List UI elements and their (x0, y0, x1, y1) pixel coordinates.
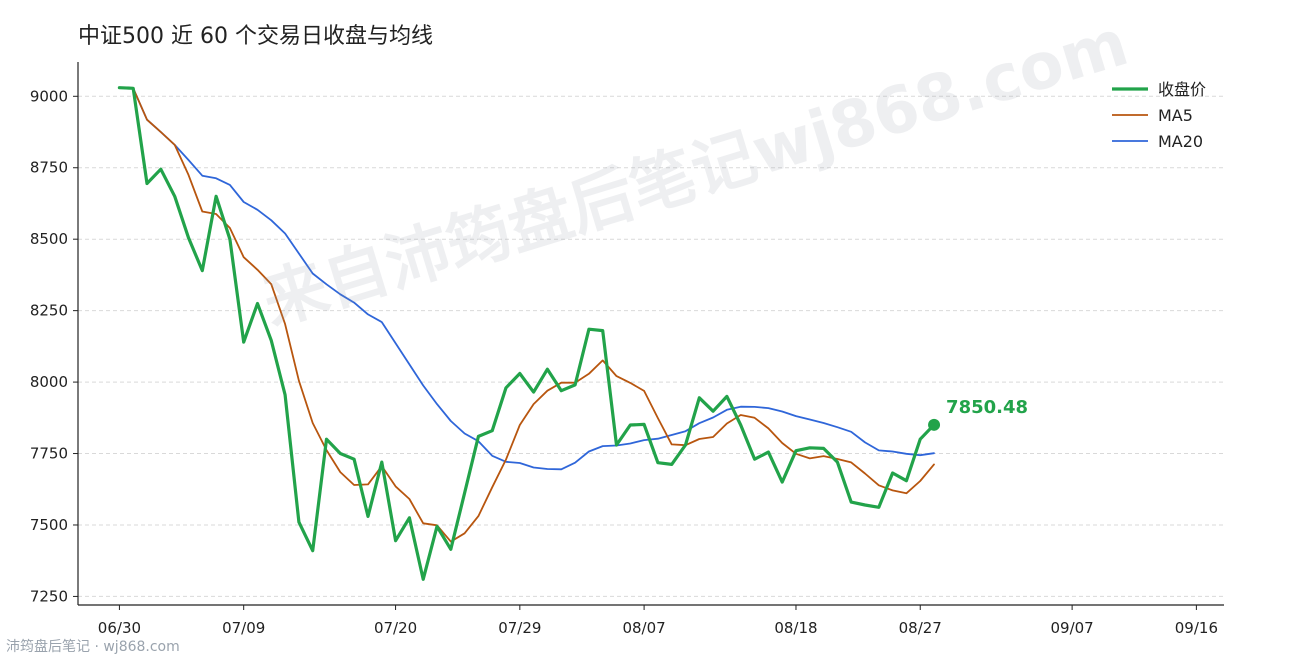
x-tick-label: 07/09 (222, 619, 265, 637)
y-ticks: 7250 7500 7750 8000 8250 8500 8750 9000 (30, 87, 78, 605)
y-tick-label: 8250 (30, 302, 68, 320)
axes (77, 62, 1224, 606)
series-line-ma5 (118, 86, 935, 543)
chart-title: 中证500 近 60 个交易日收盘与均线 (78, 24, 433, 49)
series-lines (117, 86, 936, 581)
x-ticks: 06/30 07/09 07/20 07/29 08/07 08/18 08/27 09/07… (98, 605, 1218, 637)
grid-lines (78, 95, 1224, 597)
legend-label: 收盘价 (1158, 80, 1206, 99)
legend-label: MA20 (1158, 132, 1203, 151)
y-tick-label: 8750 (30, 159, 68, 177)
x-tick-label: 09/16 (1175, 619, 1218, 637)
end-marker: 7850.48 (928, 397, 1028, 431)
x-tick-label: 07/29 (498, 619, 541, 637)
y-tick-label: 8000 (30, 373, 68, 391)
y-tick-label: 7250 (30, 587, 68, 605)
end-point-marker (928, 418, 941, 431)
x-tick-label: 06/30 (98, 619, 141, 637)
end-value-label: 7850.48 (946, 397, 1028, 418)
series-line-close (117, 86, 936, 581)
y-tick-label: 7500 (30, 516, 68, 534)
x-tick-label: 07/20 (374, 619, 417, 637)
x-tick-label: 08/27 (899, 619, 942, 637)
series-line-ma20 (118, 86, 935, 471)
y-tick-label: 7750 (30, 445, 68, 463)
legend-label: MA5 (1158, 106, 1193, 125)
footer-credit: 沛筠盘后笔记 · wj868.com (6, 639, 180, 655)
legend: 收盘价 MA5 MA20 (1112, 80, 1206, 151)
x-tick-label: 09/07 (1051, 619, 1094, 637)
x-tick-label: 08/07 (622, 619, 665, 637)
x-tick-label: 08/18 (774, 619, 817, 637)
y-tick-label: 8500 (30, 230, 68, 248)
y-tick-label: 9000 (30, 87, 68, 105)
